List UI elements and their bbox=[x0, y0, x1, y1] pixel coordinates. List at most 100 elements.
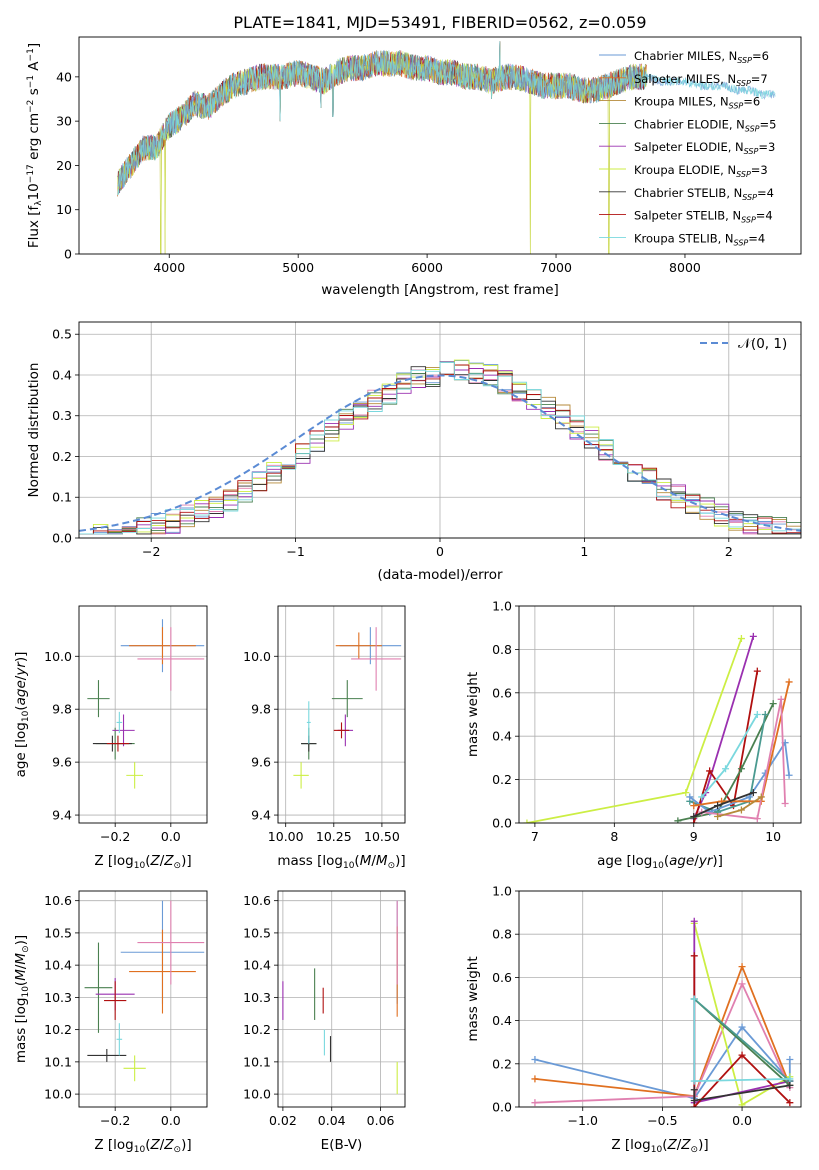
weight-series-3 bbox=[677, 703, 775, 822]
legend-entry: Chabrier MILES, NSSP=6 bbox=[634, 49, 769, 65]
x-tick-label: 0.04 bbox=[318, 1113, 346, 1128]
plot-area-age-vs-mass bbox=[293, 627, 402, 789]
x-axis-label: mass [log10(M/M⊙)] bbox=[277, 853, 405, 871]
weight-marker bbox=[786, 1075, 794, 1083]
weight-marker bbox=[786, 1081, 794, 1089]
x-tick-label: −1 bbox=[286, 544, 304, 559]
y-tick-label: 9.8 bbox=[52, 702, 72, 717]
y-tick-label: 9.4 bbox=[251, 808, 271, 823]
y-tick-label: 10.2 bbox=[243, 1022, 271, 1037]
legend-entry: Kroupa ELODIE, NSSP=3 bbox=[634, 163, 768, 179]
weight-marker bbox=[749, 789, 757, 797]
y-tick-label: 20 bbox=[56, 158, 72, 173]
x-tick-label: 7000 bbox=[540, 260, 572, 275]
y-tick-label: 0.1 bbox=[52, 490, 72, 505]
axes-frame bbox=[78, 321, 802, 539]
x-tick-label: 8000 bbox=[669, 260, 701, 275]
y-axis-label: mass weight bbox=[465, 672, 481, 757]
y-tick-label: 0.4 bbox=[492, 729, 512, 744]
weight-marker bbox=[706, 767, 714, 775]
y-tick-label: 10.3 bbox=[44, 990, 72, 1005]
x-axis-label: age [log10(age/yr)] bbox=[597, 853, 723, 871]
y-tick-label: 0 bbox=[64, 247, 72, 262]
x-tick-label: 10.00 bbox=[268, 829, 304, 844]
panel-weight-vs-z: −1.0 −0.5 0.0 0.0 0.2 0.4 0.6 0.8 1.0 Z [log10(Z/… bbox=[465, 884, 802, 1155]
x-tick-label: 0.0 bbox=[161, 829, 181, 844]
y-tick-label: 10.2 bbox=[44, 1022, 72, 1037]
weight-marker bbox=[690, 995, 698, 1003]
x-tick-label: 9 bbox=[690, 829, 698, 844]
axes-frame bbox=[78, 890, 208, 1108]
weight-marker bbox=[757, 793, 765, 801]
weight-series-0 bbox=[526, 638, 743, 823]
y-tick-label: 0.4 bbox=[52, 367, 72, 382]
panel-residuals: −2 −1 0 1 2 0.0 0.1 0.2 0.3 0.4 0.5 𝒩(0, 1) (data-mo… bbox=[26, 321, 802, 583]
y-tick-label: 10.0 bbox=[243, 1087, 271, 1102]
weight-marker bbox=[737, 806, 745, 814]
x-tick-label: −0.2 bbox=[100, 1113, 130, 1128]
weight-marker bbox=[722, 765, 730, 773]
legend-entry: Chabrier ELODIE, NSSP=5 bbox=[634, 117, 776, 133]
plot-area-mass-vs-ebv bbox=[282, 900, 398, 1095]
x-tick-label: 4000 bbox=[153, 260, 185, 275]
x-tick-label: 0.06 bbox=[367, 1113, 395, 1128]
y-tick-label: 0.6 bbox=[492, 685, 512, 700]
weight-series-7 bbox=[701, 699, 786, 820]
weight-marker bbox=[698, 793, 706, 801]
weight-marker bbox=[738, 963, 746, 971]
weight-series-6 bbox=[693, 681, 790, 807]
weight-marker bbox=[714, 802, 722, 810]
legend-entry: Kroupa STELIB, NSSP=4 bbox=[634, 231, 765, 247]
y-tick-label: 10.0 bbox=[44, 649, 72, 664]
x-tick-label: 7 bbox=[531, 829, 539, 844]
y-axis-label: Flux [fλ10−17 erg cm−2 s−1 A−1] bbox=[26, 43, 44, 248]
weight-marker bbox=[531, 1075, 539, 1083]
histogram-series-6 bbox=[79, 361, 801, 535]
y-axis-label: mass [log10(M/M⊙)] bbox=[13, 935, 31, 1063]
weight-marker bbox=[674, 817, 682, 823]
weight-marker bbox=[690, 819, 698, 823]
weight-marker bbox=[690, 917, 698, 925]
y-tick-label: 10.6 bbox=[44, 893, 72, 908]
plot-area-weight-vs-z bbox=[531, 917, 794, 1107]
y-tick-label: 0.0 bbox=[52, 531, 72, 546]
x-tick-label: 0.0 bbox=[161, 1113, 181, 1128]
weight-marker bbox=[690, 1097, 698, 1105]
weight-marker bbox=[531, 1099, 539, 1107]
weight-marker bbox=[690, 1103, 698, 1107]
weight-marker bbox=[769, 700, 777, 708]
axes-frame bbox=[518, 890, 802, 1108]
weight-marker bbox=[737, 765, 745, 773]
x-tick-label: 8 bbox=[610, 829, 618, 844]
y-tick-label: 0.5 bbox=[52, 327, 72, 342]
legend-entry: Kroupa MILES, NSSP=6 bbox=[634, 95, 760, 111]
y-tick-label: 10.1 bbox=[44, 1054, 72, 1069]
y-tick-label: 1.0 bbox=[492, 884, 512, 899]
x-tick-label: −0.5 bbox=[647, 1113, 677, 1128]
x-tick-label: 2 bbox=[725, 544, 733, 559]
weight-series-2 bbox=[692, 670, 759, 823]
weight-marker bbox=[749, 632, 757, 640]
x-tick-label: −0.2 bbox=[100, 829, 130, 844]
weight-marker bbox=[738, 980, 746, 988]
weight-marker bbox=[686, 793, 694, 801]
weight-marker bbox=[531, 1055, 539, 1063]
weight-marker bbox=[786, 1099, 794, 1107]
plot-area-age-vs-z bbox=[87, 619, 205, 789]
weight-marker bbox=[690, 952, 698, 960]
weight-marker bbox=[523, 819, 531, 823]
x-axis-label: Z [log10(Z/Z⊙)] bbox=[611, 1137, 708, 1155]
x-tick-label: 10 bbox=[765, 829, 781, 844]
weight-series-1 bbox=[534, 964, 791, 1098]
x-axis-label: wavelength [Angstrom, rest frame] bbox=[321, 282, 559, 298]
weight-marker bbox=[738, 1051, 746, 1059]
x-tick-label: 0.02 bbox=[269, 1113, 297, 1128]
y-tick-label: 10.5 bbox=[243, 925, 271, 940]
weight-marker bbox=[690, 802, 698, 810]
weight-marker bbox=[761, 711, 769, 718]
weight-series-5 bbox=[689, 740, 790, 814]
y-tick-label: 10.4 bbox=[243, 958, 271, 973]
spectrum-line-8 bbox=[117, 41, 776, 196]
figure-title: PLATE=1841, MJD=53491, FIBERID=0562, z=0… bbox=[233, 13, 646, 32]
